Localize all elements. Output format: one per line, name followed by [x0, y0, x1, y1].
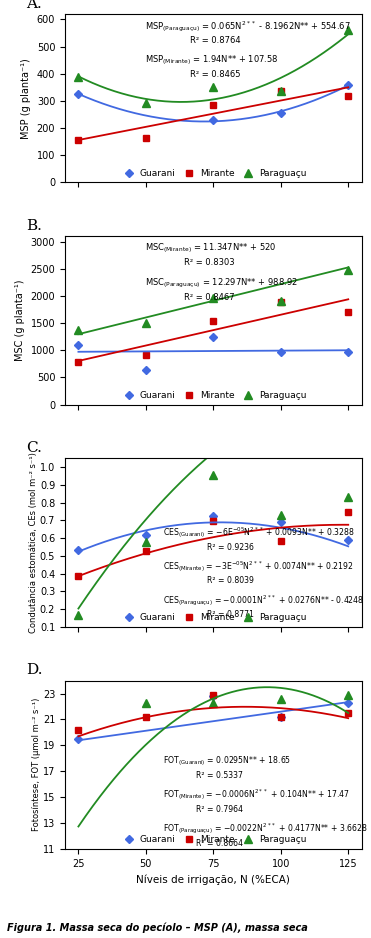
Text: CES$_{\sf (Guarani)}$ = $-$6E$^{-05}$N$^{2**}$ + 0.0093N** + 0.3288: CES$_{\sf (Guarani)}$ = $-$6E$^{-05}$N$^…: [163, 525, 355, 541]
Text: R² = 0.8465: R² = 0.8465: [190, 69, 240, 79]
Y-axis label: Fotosíntese, FOT (μmol m⁻² s⁻¹): Fotosíntese, FOT (μmol m⁻² s⁻¹): [32, 698, 42, 831]
Text: B.: B.: [26, 219, 42, 233]
Text: Figura 1. Massa seca do pecíolo – MSP (A), massa seca: Figura 1. Massa seca do pecíolo – MSP (A…: [7, 923, 308, 933]
Text: A.: A.: [26, 0, 42, 10]
Text: R² = 0.7964: R² = 0.7964: [196, 805, 243, 814]
Text: D.: D.: [26, 663, 43, 677]
Text: R² = 0.5337: R² = 0.5337: [196, 771, 242, 780]
Text: R² = 0.8764: R² = 0.8764: [190, 36, 240, 45]
Text: MSP$_{\sf (Paraguaçu)}$ = 0.065N$^{2**}$ - 8.1962N** + 554.67: MSP$_{\sf (Paraguaçu)}$ = 0.065N$^{2**}$…: [145, 19, 351, 34]
Text: CES$_{\sf (Paraguaçu)}$ = $-$0.0001N$^{2**}$ + 0.0276N** - 0.4248: CES$_{\sf (Paraguaçu)}$ = $-$0.0001N$^{2…: [163, 593, 364, 608]
Text: C.: C.: [26, 441, 42, 455]
Text: MSP$_{\sf (Mirante)}$ = 1.94N** + 107.58: MSP$_{\sf (Mirante)}$ = 1.94N** + 107.58: [145, 53, 279, 67]
Text: CES$_{\sf (Mirante)}$ = $-$3E$^{-05}$N$^{2**}$ + 0.0074N** + 0.2192: CES$_{\sf (Mirante)}$ = $-$3E$^{-05}$N$^…: [163, 559, 354, 575]
Text: FOT$_{\sf (Mirante)}$ = $-$0.0006N$^{2**}$ + 0.104N** + 17.47: FOT$_{\sf (Mirante)}$ = $-$0.0006N$^{2**…: [163, 788, 350, 804]
Text: FOT$_{\sf (Guarani)}$ = 0.0295N** + 18.65: FOT$_{\sf (Guarani)}$ = 0.0295N** + 18.6…: [163, 755, 291, 768]
Y-axis label: MSC (g planta⁻¹): MSC (g planta⁻¹): [15, 280, 25, 361]
Text: MSC$_{\sf (Paraguaçu)}$ = 12.297N** + 988.92: MSC$_{\sf (Paraguaçu)}$ = 12.297N** + 98…: [145, 277, 298, 290]
Text: R² = 0.8039: R² = 0.8039: [207, 576, 254, 585]
Text: MSC$_{\sf (Mirante)}$ = 11.347N** + 520: MSC$_{\sf (Mirante)}$ = 11.347N** + 520: [145, 241, 277, 255]
Text: R² = 0.9236: R² = 0.9236: [207, 542, 254, 552]
Text: R² = 0.8467: R² = 0.8467: [184, 294, 234, 302]
Legend: Guarani, Mirante, Paraguaçu: Guarani, Mirante, Paraguaçu: [120, 169, 306, 178]
Text: R² = 0.8664: R² = 0.8664: [196, 839, 243, 848]
X-axis label: Níveis de irrigação, N (%ECA): Níveis de irrigação, N (%ECA): [137, 874, 290, 885]
Text: R² = 0.8303: R² = 0.8303: [184, 258, 234, 267]
Legend: Guarani, Mirante, Paraguaçu: Guarani, Mirante, Paraguaçu: [120, 613, 306, 622]
Legend: Guarani, Mirante, Paraguaçu: Guarani, Mirante, Paraguaçu: [120, 391, 306, 400]
Y-axis label: Condutância estomática, CEs (mol m⁻² s⁻¹): Condutância estomática, CEs (mol m⁻² s⁻¹…: [29, 452, 39, 633]
Text: FOT$_{\sf (Paraguaçu)}$ = $-$0.0022N$^{2**}$ + 0.4177N** + 3.6628: FOT$_{\sf (Paraguaçu)}$ = $-$0.0022N$^{2…: [163, 822, 368, 837]
Y-axis label: MSP (g planta⁻¹): MSP (g planta⁻¹): [21, 58, 31, 139]
Text: R² = 0.8771: R² = 0.8771: [207, 610, 255, 619]
Legend: Guarani, Mirante, Paraguaçu: Guarani, Mirante, Paraguaçu: [120, 836, 306, 844]
